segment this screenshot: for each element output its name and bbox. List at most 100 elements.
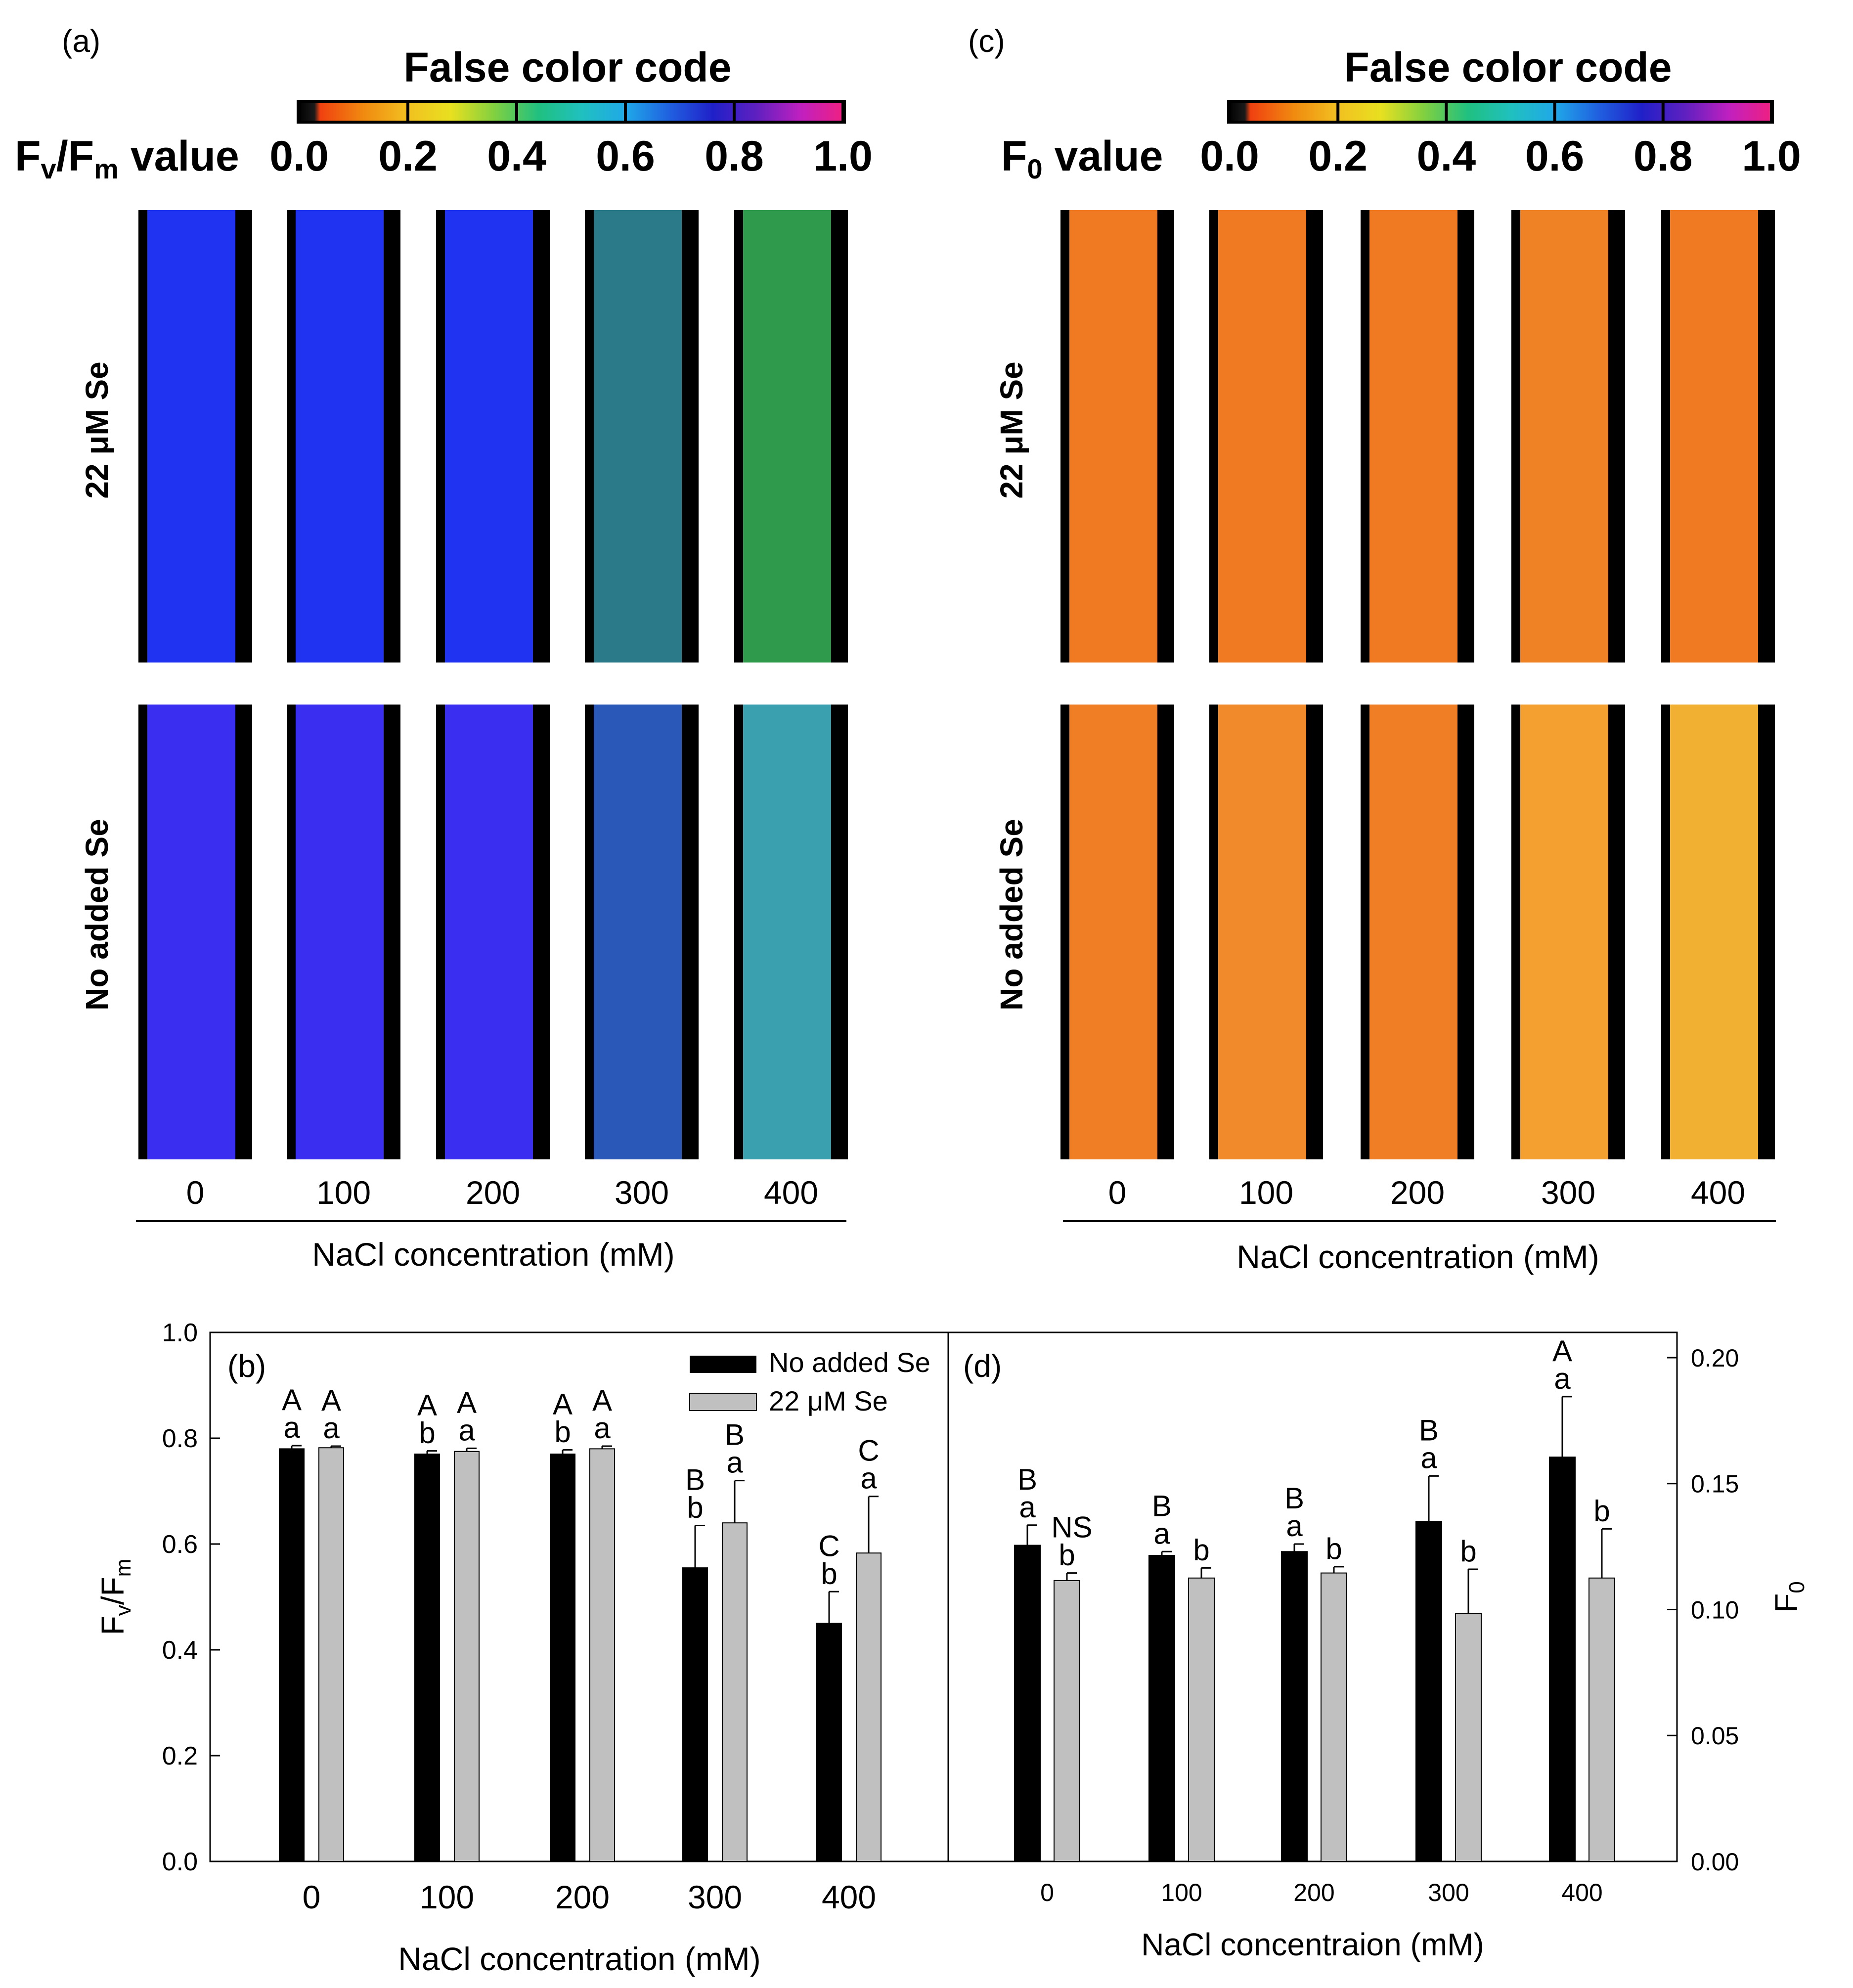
letter-lower-b: a [458, 1414, 475, 1447]
x-tick-label-d: 300 [1428, 1879, 1469, 1906]
letter-upper-b: C [818, 1529, 839, 1562]
colorbar-a [297, 100, 846, 124]
bar-b-no-added-se [816, 1623, 842, 1862]
colorbar-c [1227, 100, 1774, 124]
x-tick-label-d: 200 [1293, 1879, 1334, 1906]
legend-swatch-22um-se [689, 1393, 757, 1411]
y-tick-label-b: 0.8 [162, 1424, 198, 1453]
leaf-c-bottom-1 [1218, 705, 1306, 1159]
row-label-a-bottom: No added Se [79, 819, 115, 1011]
colorbar-c-tick-labels: 0.0 0.2 0.4 0.6 0.8 1.0 [1200, 133, 1801, 180]
y-tick-label-d: 0.20 [1691, 1344, 1739, 1372]
leaf-c-top-1 [1218, 210, 1306, 663]
y-tick-label-b: 0.2 [162, 1742, 198, 1770]
colorbar-a-tick-label: 1.0 [813, 133, 873, 180]
leaf-a-top-3 [594, 210, 682, 663]
panel-c: (c) False color code F0 value 0.0 0.2 0.4 0… [968, 23, 1801, 1275]
letter-lower-b: a [594, 1412, 611, 1445]
leaf-c-top-3 [1520, 210, 1608, 663]
column-label-a: 400 [764, 1174, 818, 1211]
column-label-c: 200 [1390, 1174, 1445, 1211]
bar-b-no-added-se [682, 1567, 708, 1862]
colorbar-a-tick-label: 0.8 [705, 133, 764, 180]
bar-d-no-added-se [1014, 1545, 1041, 1862]
letter-upper-b: A [321, 1384, 341, 1417]
colorbar-c-title: False color code [1344, 44, 1672, 90]
chart-b: 0.00.20.40.60.81.00 100 200 300 400aAbAbAbBb… [162, 1319, 882, 1915]
legend: No added Se 22 μM Se [689, 1347, 930, 1416]
y-tick-label-b: 0.6 [162, 1530, 198, 1559]
letter-lower-d: b [1059, 1539, 1075, 1572]
column-label-a: 100 [316, 1174, 371, 1211]
leaf-a-top-4 [743, 210, 831, 663]
xlabel-c: NaCl concentration (mM) [1236, 1238, 1599, 1275]
colorbar-c-tick-label: 0.4 [1417, 133, 1476, 180]
leaf-a-bottom-3 [594, 705, 682, 1159]
colorbar-a-tick-labels: 0.0 0.2 0.4 0.6 0.8 1.0 [269, 133, 873, 180]
y-tick-label-d: 0.10 [1691, 1596, 1739, 1624]
colorbar-c-gradient [1227, 100, 1774, 124]
bar-b-22um-se [318, 1447, 344, 1862]
letter-upper-b: A [553, 1388, 573, 1421]
letter-lower-b: a [726, 1446, 743, 1479]
letter-lower-b: a [323, 1412, 340, 1445]
bar-b-no-added-se [414, 1454, 440, 1862]
bar-b-22um-se [722, 1522, 748, 1862]
colorbar-a-title: False color code [404, 44, 732, 90]
colorbar-a-tick-label: 0.2 [378, 133, 438, 180]
letter-upper-d: B [1017, 1463, 1037, 1496]
letter-upper-d: NS [1051, 1511, 1092, 1544]
letter-lower-d: b [1460, 1535, 1476, 1568]
xlabel-b: NaCl concentration (mM) [398, 1941, 761, 1977]
letter-lower-d: b [1593, 1494, 1610, 1527]
leaf-a-top-0 [147, 210, 235, 663]
leaf-a-top-2 [445, 210, 533, 663]
letter-upper-b: A [592, 1384, 612, 1417]
leaf-a-bottom-0 [147, 705, 235, 1159]
bar-b-22um-se [856, 1552, 882, 1862]
column-label-a: 200 [466, 1174, 520, 1211]
letter-lower-d: a [1019, 1491, 1036, 1524]
xlabel-d: NaCl concentraion (mM) [1141, 1927, 1484, 1962]
letter-lower-b: b [687, 1491, 703, 1524]
column-label-c: 400 [1691, 1174, 1745, 1211]
colorbar-a-gradient [297, 100, 846, 124]
chart-d: 0.000.050.100.150.200 100 200 300 400aBaBaBa… [1014, 1334, 1739, 1906]
bar-b-no-added-se [550, 1454, 575, 1862]
leaf-c-top-2 [1369, 210, 1457, 663]
column-labels-c: 0 100 200 300 400 [1108, 1174, 1745, 1211]
leaf-c-bottom-0 [1069, 705, 1157, 1159]
colorbar-c-tick-label: 0.6 [1525, 133, 1585, 180]
letter-upper-d: A [1552, 1334, 1572, 1368]
legend-label-22um-se: 22 μM Se [769, 1385, 888, 1416]
leaf-c-bottom-4 [1670, 705, 1758, 1159]
panel-d-label: (d) [963, 1348, 1002, 1384]
y-tick-label-d: 0.15 [1691, 1470, 1739, 1498]
letter-upper-b: B [685, 1463, 705, 1497]
leaf-a-bottom-2 [445, 705, 533, 1159]
bar-b-22um-se [589, 1448, 615, 1862]
x-tick-label-d: 0 [1040, 1879, 1054, 1906]
colorbar-c-label: F0 value [1001, 133, 1163, 184]
x-tick-label-d: 100 [1161, 1879, 1202, 1906]
x-tick-label-b: 400 [822, 1879, 876, 1915]
leaf-a-top-1 [296, 210, 384, 663]
colorbar-a-tick-label: 0.6 [596, 133, 655, 180]
colorbar-a-tick-label: 0.4 [487, 133, 546, 180]
leaf-c-top-4 [1670, 210, 1758, 663]
bar-d-no-added-se [1148, 1554, 1175, 1862]
x-tick-label-d: 400 [1561, 1879, 1602, 1906]
panel-b-label: (b) [227, 1348, 266, 1384]
leaf-images-c [1060, 210, 1775, 1159]
colorbar-c-tick-label: 0.8 [1633, 133, 1693, 180]
chart-frame [209, 1331, 1678, 1862]
column-label-a: 0 [186, 1174, 205, 1211]
letter-lower-d: b [1193, 1533, 1209, 1566]
panel-a: (a) False color code Fv/Fm value 0.0 0.2 0… [15, 23, 873, 1273]
letter-upper-d: B [1284, 1482, 1304, 1515]
row-label-c-bottom: No added Se [994, 819, 1029, 1011]
colorbar-c-tick-label: 0.2 [1308, 133, 1368, 180]
leaf-c-top-0 [1069, 210, 1157, 663]
bar-b-22um-se [454, 1451, 480, 1862]
